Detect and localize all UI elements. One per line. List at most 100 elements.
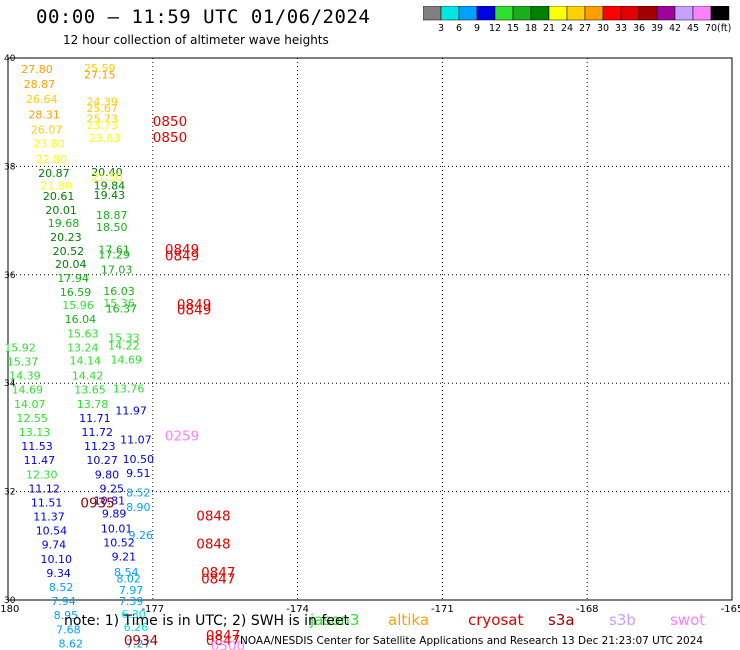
colorbar-label: 45: [687, 23, 699, 34]
wave-height-label: 7.39: [119, 595, 144, 608]
wave-height-label: 8.52: [49, 581, 74, 594]
wave-height-label: 20.87: [38, 167, 70, 180]
wave-height-label: 16.59: [60, 286, 92, 299]
wave-height-label: 14.39: [9, 370, 41, 383]
pass-time-label: 0850: [153, 114, 187, 130]
wave-height-label: 27.80: [21, 63, 53, 76]
wave-height-label: 10.52: [103, 537, 135, 550]
colorbar-label: 36: [633, 23, 645, 34]
plot-frame: [7, 57, 733, 601]
wave-height-label: 20.23: [50, 231, 82, 244]
colorbar-label: 18: [525, 23, 537, 34]
pass-time-label: 0847: [201, 571, 235, 587]
wave-height-label: 14.69: [111, 353, 143, 366]
wave-height-label: 11.97: [115, 404, 147, 417]
pass-time-label: 0849: [165, 242, 199, 258]
wave-height-label: 11.12: [28, 482, 60, 495]
wave-height-label: 16.03: [103, 285, 135, 298]
chart-subtitle: 12 hour collection of altimeter wave hei…: [63, 33, 329, 47]
legend-item-s3b: s3b: [609, 611, 636, 629]
x-tick-label: -168: [576, 604, 599, 615]
pass-time-label: 0847: [206, 628, 240, 644]
wave-height-label: 11.53: [21, 440, 53, 453]
wave-height-label: 13.65: [74, 384, 106, 397]
colorbar-label: 21: [543, 23, 555, 34]
wave-height-label: 11.47: [24, 454, 56, 467]
credit-line: NOAA/NESDIS Center for Satellite Applica…: [240, 635, 704, 647]
wave-height-label: 7.27: [126, 637, 151, 650]
pass-time-label: 0850: [153, 130, 187, 146]
footnote: note: 1) Time is in UTC; 2) SWH is in fe…: [64, 613, 350, 629]
wave-height-label: 11.07: [120, 434, 152, 447]
wave-height-label: 14.69: [12, 384, 44, 397]
pass-time-label: 0849: [177, 297, 211, 313]
wave-height-label: 15.36: [103, 297, 135, 310]
wave-height-label: 12.55: [16, 412, 48, 425]
wave-height-label: 20.52: [53, 245, 85, 258]
wave-height-label: 21.50: [91, 171, 123, 184]
pass-time-label: 0849: [165, 248, 199, 264]
wave-height-label: 7.94: [51, 595, 76, 608]
y-tick-label: 32: [4, 488, 15, 498]
wave-height-label: 15.92: [4, 341, 36, 354]
wave-height-label: 18.87: [96, 209, 128, 222]
wave-height-label: 10.50: [123, 453, 155, 466]
wave-height-label: 15.37: [7, 356, 39, 369]
wave-height-label: 20.61: [43, 190, 75, 203]
legend-item-cryosat: cryosat: [468, 611, 524, 629]
colorbar-label: 27: [579, 23, 591, 34]
wave-height-label: 12.30: [26, 468, 58, 481]
wave-height-label: 6.30: [121, 608, 146, 621]
wave-height-label: 19.43: [94, 189, 126, 202]
wave-height-label: 23.73: [86, 119, 118, 132]
colorbar-unit: (ft): [717, 23, 731, 34]
legend-item-jason3: jason3: [310, 611, 360, 629]
pass-time-label: 0847: [206, 633, 240, 649]
wave-height-label: 10.54: [36, 525, 68, 538]
wave-height-label: 9.80: [95, 468, 120, 481]
wave-height-label: 8.62: [58, 637, 83, 650]
wave-height-label: 9.26: [128, 529, 153, 542]
wave-height-label: 15.33: [108, 332, 140, 345]
x-tick-label: -171: [431, 604, 454, 615]
y-tick-label: 40: [4, 54, 16, 64]
pass-time-label: 0848: [196, 537, 230, 553]
wave-height-label: 10.10: [41, 553, 73, 566]
y-tick-label: 30: [4, 596, 16, 606]
wave-height-label: 13.24: [67, 341, 99, 354]
pass-time-label: 0934: [124, 633, 158, 649]
wave-height-label: 9.89: [102, 507, 127, 520]
colorbar-label: 39: [651, 23, 663, 34]
wave-height-label: 25.59: [84, 62, 116, 75]
satellite-legend: jason3 altika cryosat s3a s3b swot: [0, 611, 740, 631]
wave-height-label: 21.80: [41, 179, 73, 192]
wave-height-label: 25.73: [86, 113, 118, 126]
wave-height-label: 15.96: [62, 299, 94, 312]
colorbar-label: 24: [561, 23, 573, 34]
colorbar-label: 42: [669, 23, 681, 34]
wave-height-label: 20.01: [45, 204, 77, 217]
wave-height-label: 24.39: [86, 95, 118, 108]
wave-height-label: 18.50: [96, 221, 128, 234]
wave-height-label: 23.80: [33, 138, 65, 151]
wave-height-label: 9.25: [100, 482, 125, 495]
colorbar-label: 70: [705, 23, 717, 34]
wave-height-label: 9.74: [42, 539, 67, 552]
wave-height-label: 26.64: [26, 93, 58, 106]
wave-height-label: 9.51: [126, 467, 151, 480]
wave-height-label: 26.07: [31, 124, 63, 137]
wave-height-label: 13.13: [19, 426, 51, 439]
wave-height-label: 14.07: [14, 398, 46, 411]
colorbar: 3 6 9 12 15 18 21 24 27 30 33 36 39 42 45 70 (ft): [423, 6, 731, 34]
y-tick-label: 34: [4, 379, 16, 389]
y-tick-label: 38: [4, 162, 16, 172]
wave-height-label: 11.51: [31, 496, 63, 509]
wave-height-label: 15.63: [67, 327, 99, 340]
legend-item-altika: altika: [388, 611, 430, 629]
x-tick-label: -180: [0, 604, 19, 615]
wave-height-label: 10.81: [94, 494, 126, 507]
wave-height-label: 11.71: [79, 412, 111, 425]
wave-height-label: 25.67: [86, 102, 118, 115]
wave-height-label: 6.26: [124, 621, 149, 634]
colorbar-label: 9: [474, 23, 480, 34]
